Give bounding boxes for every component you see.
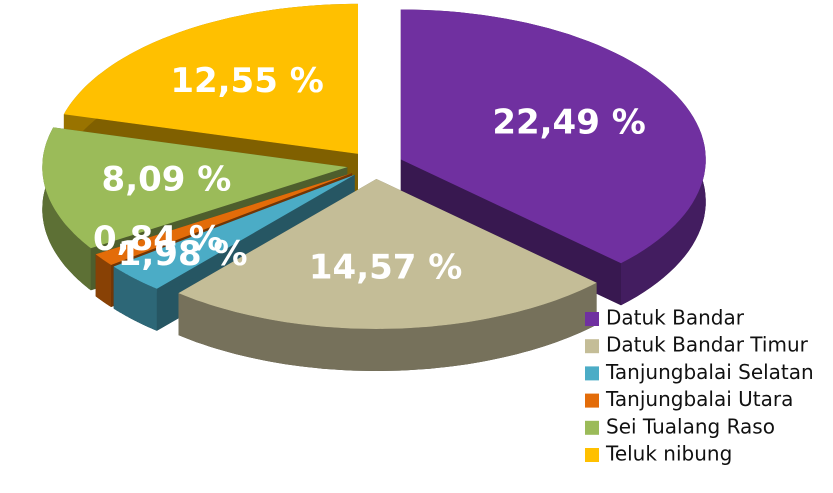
slice-side bbox=[95, 254, 112, 307]
data-label: 1,98 % bbox=[118, 234, 248, 274]
legend-swatch bbox=[585, 312, 599, 326]
legend-swatch bbox=[585, 393, 599, 408]
legend-swatch bbox=[585, 448, 599, 462]
legend-label: Sei Tualang Raso bbox=[606, 414, 775, 438]
legend-label: Datuk Bandar Timur bbox=[606, 333, 809, 357]
legend-swatch bbox=[585, 366, 599, 381]
slice-side bbox=[113, 266, 157, 331]
data-label: 12,55 % bbox=[170, 61, 323, 101]
data-label: 22,49 % bbox=[492, 103, 645, 143]
legend-label: Tanjungbalai Selatan bbox=[605, 360, 814, 384]
slice bbox=[400, 9, 706, 264]
slice bbox=[63, 3, 359, 154]
slice bbox=[42, 127, 348, 249]
legend-label: Datuk Bandar bbox=[606, 306, 745, 330]
legend-swatch bbox=[585, 339, 599, 354]
slice bbox=[95, 173, 353, 265]
legend-swatch bbox=[585, 420, 599, 435]
data-label: 0,84 % bbox=[93, 219, 223, 259]
slice-side bbox=[178, 282, 597, 371]
slice bbox=[113, 174, 355, 289]
legend-label: Tanjungbalai Utara bbox=[605, 387, 793, 411]
legend-label: Teluk nibung bbox=[605, 442, 732, 466]
data-label: 8,09 % bbox=[102, 159, 232, 199]
slice-side bbox=[42, 127, 91, 291]
slice bbox=[178, 179, 597, 329]
data-label: 14,57 % bbox=[309, 247, 462, 287]
